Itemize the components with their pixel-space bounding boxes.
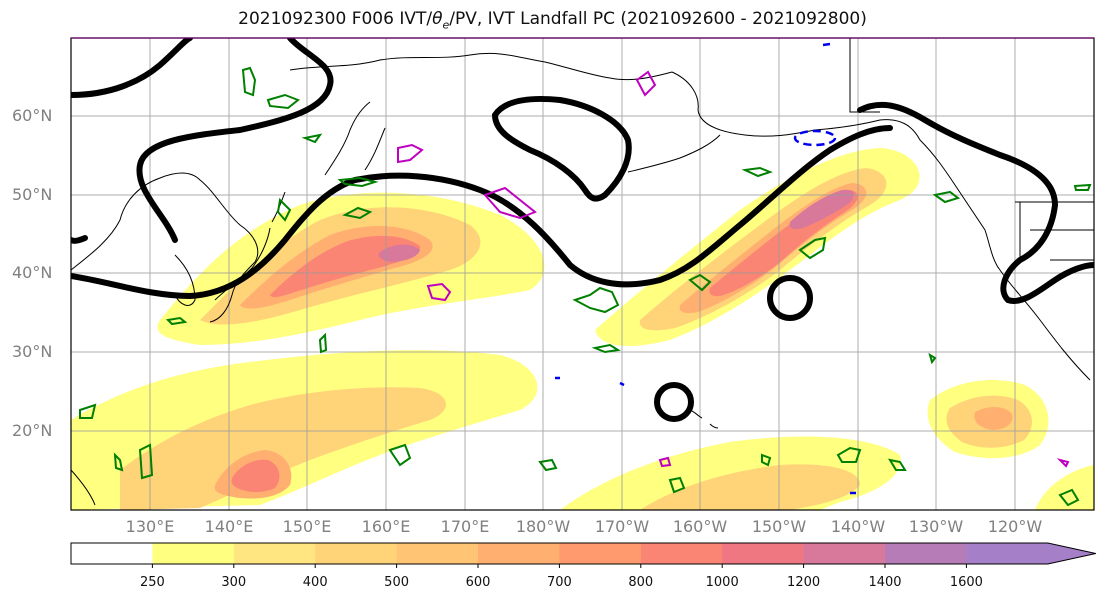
colorbar-tick-label: 1200 <box>787 575 821 590</box>
pv-contours <box>79 66 1092 507</box>
colorbar-tick-label: 1000 <box>705 575 739 590</box>
theta-e-contour-cutoff-low <box>767 275 813 321</box>
lon-label-170w: 170°W <box>594 517 650 536</box>
ivt-level-800 <box>231 459 280 493</box>
colorbar-tick-label: 1400 <box>868 575 902 590</box>
theta-e-contour-bering-loop <box>491 95 632 202</box>
theta-e-contour-gulf <box>857 101 1094 304</box>
colorbar-swatch <box>966 543 1096 564</box>
colorbar-swatch <box>71 543 153 564</box>
lon-label-160w: 160°W <box>672 517 728 536</box>
theta-e-contours <box>71 38 1094 422</box>
lon-label-150w: 150°W <box>751 517 807 536</box>
ivt-level-600 <box>974 406 1013 430</box>
lon-label-150e: 150°E <box>282 517 332 536</box>
colorbar-tick-label: 1600 <box>949 575 983 590</box>
ivt-level-250 <box>1035 465 1094 510</box>
colorbar-swatch <box>233 543 316 564</box>
colorbar-swatch <box>396 543 479 564</box>
alaska-coast <box>671 71 1091 381</box>
ivt-level-400 <box>640 464 860 510</box>
coastlines <box>71 52 1091 506</box>
theta-e-contour-northwest <box>71 38 193 98</box>
theta-e-contour-trough <box>136 38 334 243</box>
lon-label-140e: 140°E <box>204 517 254 536</box>
lat-label-60n: 60°N <box>12 106 53 125</box>
colorbar-swatch <box>803 543 886 564</box>
colorbar-outline <box>70 542 1096 565</box>
theta-e-contour-ridge <box>71 235 88 244</box>
lon-label-120w: 120°W <box>987 517 1043 536</box>
colorbar-tick-label: 800 <box>628 575 654 590</box>
magenta-contours <box>397 70 1070 468</box>
blue-contours <box>555 42 856 495</box>
colorbar-tick-label: 700 <box>546 575 572 590</box>
lat-label-30n: 30°N <box>12 342 53 361</box>
colorbar-swatches <box>70 542 1096 565</box>
asia-coast <box>71 172 259 323</box>
colorbar-tick-label: 600 <box>465 575 491 590</box>
colorbar-tick-label: 500 <box>384 575 410 590</box>
lon-label-160e: 160°E <box>361 517 411 536</box>
kamchatka-coast <box>324 101 386 176</box>
lon-label-140w: 140°W <box>830 517 886 536</box>
lon-label-170e: 170°E <box>440 517 490 536</box>
ivt-level-1200 <box>789 189 854 230</box>
lon-label-130e: 130°E <box>125 517 175 536</box>
colorbar-tick-label: 300 <box>221 575 247 590</box>
colorbar-ticks <box>151 564 967 568</box>
colorbar-swatch <box>478 543 560 564</box>
lat-label-40n: 40°N <box>12 263 53 282</box>
philippines-coast <box>71 469 96 506</box>
aleutian-coast <box>627 134 721 173</box>
korea-coast <box>174 254 196 306</box>
lon-label-130w: 130°W <box>908 517 964 536</box>
ivt-level-1200 <box>378 244 420 262</box>
theta-e-contour-small-ring <box>654 382 694 422</box>
theta-e-contour-main <box>71 125 893 300</box>
colorbar-tick-label: 250 <box>139 575 165 590</box>
colorbar-swatch <box>885 543 967 564</box>
ivt-shading <box>71 148 1094 510</box>
colorbar-swatch <box>315 543 398 564</box>
ivt-level-400 <box>120 387 447 510</box>
lon-label-180w: 180°W <box>515 517 571 536</box>
lat-label-50n: 50°N <box>12 185 53 204</box>
colorbar-swatch <box>722 543 805 564</box>
colorbar-swatch <box>152 543 235 564</box>
colorbar-swatch <box>559 543 642 564</box>
lat-label-20n: 20°N <box>12 421 53 440</box>
colorbar-tick-label: 400 <box>302 575 328 590</box>
map-title: 2021092300 F006 IVT/θe/PV, IVT Landfall … <box>238 9 867 32</box>
colorbar-swatch <box>640 543 723 564</box>
